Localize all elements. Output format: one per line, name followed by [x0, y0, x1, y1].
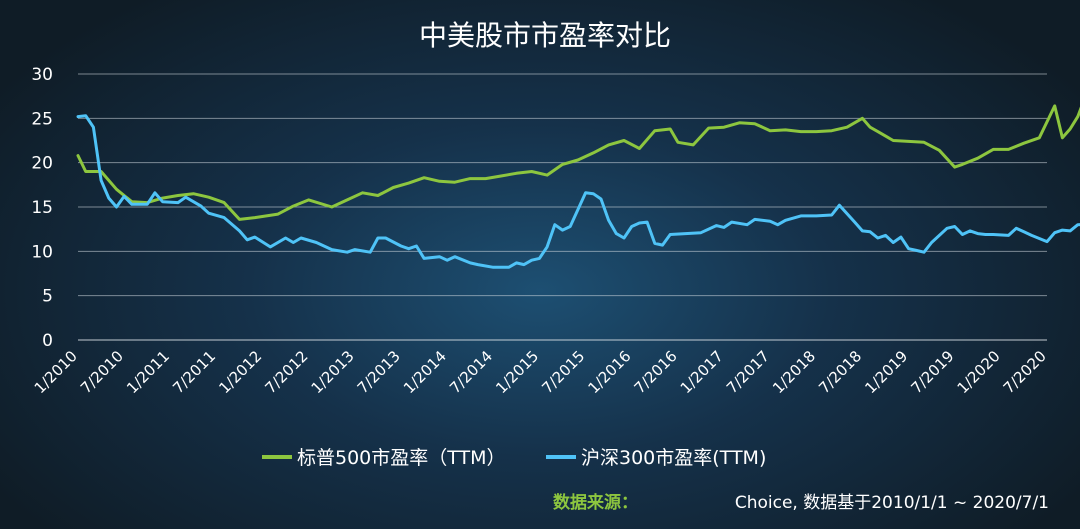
y-tick-label: 5: [42, 287, 53, 307]
x-tick-label: 7/2016: [631, 347, 681, 397]
plot-lines: [76, 104, 1080, 269]
chart-title: 中美股市市盈率对比: [419, 19, 671, 52]
y-tick-label: 20: [31, 154, 53, 174]
x-tick-label: 7/2017: [723, 347, 773, 397]
y-tick-label: 30: [31, 65, 53, 85]
x-tick-label: 1/2013: [308, 347, 358, 397]
x-tick-label: 1/2012: [215, 347, 265, 397]
x-tick-label: 7/2014: [446, 347, 496, 397]
series-line-hs300: [76, 114, 1080, 269]
legend-label-hs300: 沪深300市盈率(TTM): [581, 447, 766, 469]
source-note: 数据来源： Choice, 数据基于2010/1/1 ~ 2020/7/1: [553, 492, 1049, 513]
x-tick-label: 7/2011: [169, 347, 219, 397]
x-tick-label: 1/2017: [677, 347, 727, 397]
source-label: 数据来源：: [553, 492, 638, 513]
x-axis: 1/20107/20101/20117/20111/20127/20121/20…: [31, 347, 1050, 397]
y-tick-label: 10: [31, 242, 53, 262]
legend-label-sp500: 标普500市盈率（TTM）: [297, 447, 506, 469]
x-tick-label: 1/2016: [584, 347, 634, 397]
series-line-sp500: [76, 104, 1080, 221]
x-tick-label: 7/2012: [261, 347, 311, 397]
gridlines: [78, 73, 1047, 341]
y-tick-label: 15: [31, 198, 53, 218]
legend: 标普500市盈率（TTM） 沪深300市盈率(TTM): [262, 447, 766, 469]
x-tick-label: 7/2018: [815, 347, 865, 397]
x-tick-label: 1/2014: [400, 347, 450, 397]
x-tick-label: 7/2013: [354, 347, 404, 397]
y-tick-label: 25: [31, 109, 53, 129]
x-tick-label: 1/2015: [492, 347, 542, 397]
x-tick-label: 7/2020: [1000, 347, 1050, 397]
x-tick-label: 7/2010: [77, 347, 127, 397]
x-tick-label: 1/2019: [861, 347, 911, 397]
x-tick-label: 7/2019: [907, 347, 957, 397]
x-tick-label: 7/2015: [538, 347, 588, 397]
y-tick-label: 0: [42, 331, 53, 351]
source-text: Choice, 数据基于2010/1/1 ~ 2020/7/1: [735, 493, 1049, 513]
x-tick-label: 1/2018: [769, 347, 819, 397]
x-tick-label: 1/2020: [954, 347, 1004, 397]
y-axis: 0 5 10 15 20 25 30: [31, 65, 53, 351]
x-tick-label: 1/2011: [123, 347, 173, 397]
x-tick-label: 1/2010: [31, 347, 81, 397]
